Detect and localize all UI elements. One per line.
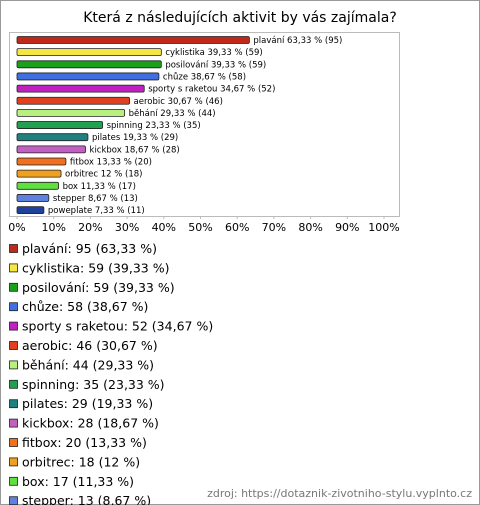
legend-swatch (9, 360, 18, 370)
legend-label: plavání: 95 (63,33 %) (22, 241, 157, 256)
legend-label: posilování: 59 (39,33 %) (22, 280, 175, 295)
bar (16, 121, 104, 129)
x-tick-label: 90% (335, 221, 359, 234)
data-label: běhání 29,33 % (44) (129, 109, 216, 119)
data-label: sporty s raketou 34,67 % (52) (148, 85, 275, 95)
bar (16, 109, 126, 117)
legend-label: box: 17 (11,33 %) (22, 474, 134, 489)
source: zdroj: https://dotaznik-zivotniho-stylu.… (207, 487, 472, 500)
data-label: poweplate 7,33 % (11) (48, 206, 145, 216)
bar (16, 145, 86, 154)
data-label: plavání 63,33 % (95) (253, 36, 342, 46)
x-tick-label: 30% (115, 221, 139, 234)
bar (16, 84, 145, 93)
data-label: kickbox 18,67 % (28) (90, 145, 180, 155)
x-tick-label: 100% (368, 221, 399, 234)
bar (16, 194, 50, 202)
data-label: aerobic 30,67 % (46) (134, 97, 223, 107)
bar (16, 206, 45, 215)
x-tick-label: 0% (8, 221, 25, 234)
legend-label: orbitrec: 18 (12 %) (22, 454, 140, 469)
bar (16, 169, 62, 178)
x-tick-label: 70% (262, 221, 286, 234)
data-label: orbitrec 12 % (18) (65, 170, 142, 180)
legend-label: spinning: 35 (23,33 %) (22, 377, 165, 392)
legend-swatch (9, 302, 18, 312)
bar (16, 157, 67, 166)
legend-swatch (9, 379, 18, 389)
data-label: spinning 23,33 % (35) (107, 121, 201, 131)
bar (16, 48, 162, 57)
legend-label: běhání: 44 (29,33 %) (22, 357, 154, 372)
x-tick-label: 20% (78, 221, 102, 234)
data-label: fitbox 13,33 % (20) (70, 158, 152, 168)
legend-label: cyklistika: 59 (39,33 %) (22, 260, 169, 275)
x-tick-label: 60% (225, 221, 249, 234)
bar (16, 72, 160, 81)
bar (16, 181, 59, 190)
data-label: posilování 39,33 % (59) (165, 60, 266, 70)
legend-swatch (9, 282, 18, 292)
data-label: stepper 8,67 % (13) (53, 194, 138, 204)
data-label: box 11,33 % (17) (63, 182, 136, 192)
legend-label: stepper: 13 (8,67 %) (22, 493, 151, 505)
legend-label: fitbox: 20 (13,33 %) (22, 435, 147, 450)
legend-label: aerobic: 46 (30,67 %) (22, 338, 158, 353)
data-label: chůze 38,67 % (58) (163, 71, 246, 82)
legend-swatch (9, 457, 18, 467)
legend-label: chůze: 58 (38,67 %) (22, 299, 148, 314)
legend-swatch (9, 321, 18, 331)
legend-swatch (9, 418, 18, 428)
x-tick-label: 50% (188, 221, 212, 234)
legend-swatch (9, 341, 18, 350)
legend-label: pilates: 29 (19,33 %) (22, 396, 153, 411)
bar (16, 133, 89, 142)
x-tick-label: 10% (41, 221, 65, 234)
legend-swatch (9, 399, 18, 409)
chart-title: Která z následujících aktivit by vás zaj… (83, 10, 397, 26)
bar (16, 60, 162, 69)
legend-swatch (9, 263, 18, 273)
legend-label: sporty s raketou: 52 (34,67 %) (22, 319, 213, 334)
legend-swatch (9, 476, 18, 486)
legend-swatch (9, 438, 18, 447)
legend-swatch (9, 496, 18, 505)
legend-swatch (9, 244, 18, 253)
x-tick-label: 40% (152, 221, 176, 234)
x-tick-label: 80% (298, 221, 322, 234)
legend-label: kickbox: 28 (18,67 %) (22, 416, 159, 431)
bar (16, 96, 130, 105)
data-label: pilates 19,33 % (29) (92, 133, 178, 143)
data-label: cyklistika 39,33 % (59) (165, 48, 262, 58)
bar (16, 36, 250, 44)
